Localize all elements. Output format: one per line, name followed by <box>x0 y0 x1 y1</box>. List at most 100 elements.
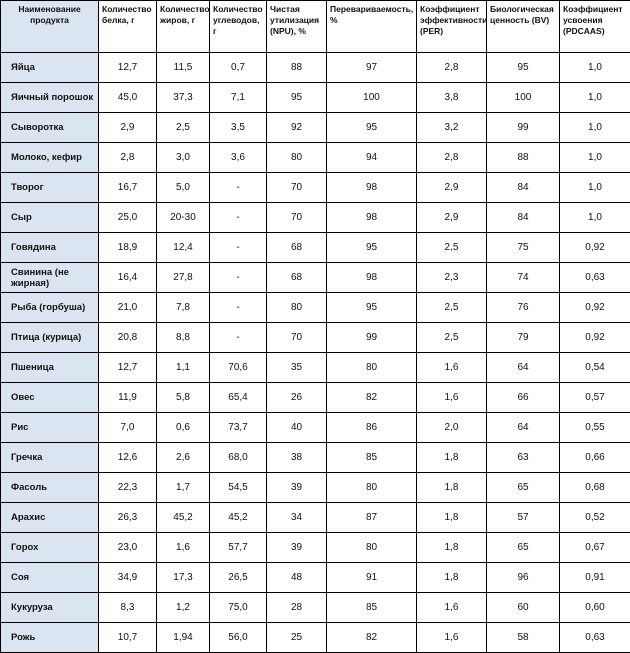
cell-per: 2,5 <box>416 322 487 353</box>
cell-digestibility: 91 <box>326 562 417 593</box>
table-row: Свинина (не жирная) 16,4 27,8-68 98 2,3 74 0,6… <box>0 262 630 293</box>
table-row: Молоко, кефир 2,8 3,0 3,6 80 94 2,8 88 1,0 <box>0 142 630 173</box>
cell-pdcaas: 1,0 <box>559 172 630 203</box>
cell-pdcaas: 0,60 <box>559 592 630 623</box>
cell-npu: 68 <box>266 262 327 293</box>
cell-fat: 12,4 <box>156 232 210 263</box>
cell-npu: 39 <box>266 472 327 503</box>
cell-protein: 20,8 <box>98 322 157 353</box>
cell-protein: 16,4 <box>98 262 157 293</box>
cell-product-name: Фасоль <box>0 472 99 503</box>
cell-npu: 48 <box>266 562 327 593</box>
cell-pdcaas: 0,54 <box>559 352 630 383</box>
cell-per: 1,6 <box>416 382 487 413</box>
cell-product-name: Яичный порошок <box>0 82 99 113</box>
cell-per: 1,6 <box>416 592 487 623</box>
cell-bv: 65 <box>486 532 560 563</box>
cell-digestibility: 95 <box>326 232 417 263</box>
cell-digestibility: 95 <box>326 112 417 143</box>
table-row: Соя 34,9 17,3 26,5 48 91 1,8 96 0,91 <box>0 562 630 593</box>
cell-protein: 2,8 <box>98 142 157 173</box>
cell-carbs: 0,7 <box>209 52 267 83</box>
cell-per: 1,6 <box>416 622 487 653</box>
cell-protein: 2,9 <box>98 112 157 143</box>
cell-bv: 64 <box>486 352 560 383</box>
cell-npu: 70 <box>266 202 327 233</box>
cell-bv: 99 <box>486 112 560 143</box>
cell-protein: 8,3 <box>98 592 157 623</box>
cell-protein: 25,0 <box>98 202 157 233</box>
header-protein: Количество белка, г <box>98 0 157 53</box>
cell-fat: 7,8 <box>156 292 210 323</box>
cell-digestibility: 97 <box>326 52 417 83</box>
cell-protein: 7,0 <box>98 412 157 443</box>
cell-product-name: Соя <box>0 562 99 593</box>
cell-pdcaas: 0,92 <box>559 322 630 353</box>
cell-npu: 68 <box>266 232 327 263</box>
cell-per: 2,8 <box>416 142 487 173</box>
cell-protein: 21,0 <box>98 292 157 323</box>
cell-fat: 37,3 <box>156 82 210 113</box>
cell-product-name: Творог <box>0 172 99 203</box>
cell-product-name: Сыворотка <box>0 112 99 143</box>
cell-product-name: Арахис <box>0 502 99 533</box>
cell-per: 2,3 <box>416 262 487 293</box>
cell-carbs: 68,0 <box>209 442 267 473</box>
cell-carbs: 54,5 <box>209 472 267 503</box>
cell-npu: 28 <box>266 592 327 623</box>
header-fat: Количество жиров, г <box>156 0 210 53</box>
cell-fat: 11,5 <box>156 52 210 83</box>
cell-protein: 45,0 <box>98 82 157 113</box>
cell-bv: 74 <box>486 262 560 293</box>
cell-digestibility: 86 <box>326 412 417 443</box>
cell-per: 1,8 <box>416 502 487 533</box>
cell-bv: 58 <box>486 622 560 653</box>
cell-npu: 40 <box>266 412 327 443</box>
cell-carbs: - <box>209 262 267 293</box>
cell-product-name: Молоко, кефир <box>0 142 99 173</box>
cell-bv: 66 <box>486 382 560 413</box>
cell-carbs: 73,7 <box>209 412 267 443</box>
cell-carbs: 75,0 <box>209 592 267 623</box>
cell-fat: 1,6 <box>156 532 210 563</box>
cell-carbs: 57,7 <box>209 532 267 563</box>
table-row: Творог 16,7 5,0-70 98 2,9 84 1,0 <box>0 172 630 203</box>
cell-protein: 23,0 <box>98 532 157 563</box>
cell-product-name: Пшеница <box>0 352 99 383</box>
cell-bv: 84 <box>486 172 560 203</box>
cell-npu: 70 <box>266 172 327 203</box>
cell-fat: 2,5 <box>156 112 210 143</box>
cell-bv: 96 <box>486 562 560 593</box>
cell-digestibility: 80 <box>326 532 417 563</box>
cell-bv: 79 <box>486 322 560 353</box>
cell-per: 1,8 <box>416 472 487 503</box>
cell-protein: 26,3 <box>98 502 157 533</box>
cell-fat: 0,6 <box>156 412 210 443</box>
cell-carbs: 3,6 <box>209 142 267 173</box>
cell-digestibility: 100 <box>326 82 417 113</box>
cell-pdcaas: 0,57 <box>559 382 630 413</box>
cell-fat: 17,3 <box>156 562 210 593</box>
cell-pdcaas: 0,92 <box>559 232 630 263</box>
cell-digestibility: 95 <box>326 292 417 323</box>
cell-npu: 25 <box>266 622 327 653</box>
cell-pdcaas: 0,55 <box>559 412 630 443</box>
header-carbs: Количество углеводов, г <box>209 0 267 53</box>
cell-npu: 70 <box>266 322 327 353</box>
cell-fat: 20-30 <box>156 202 210 233</box>
table-row: Арахис 26,3 45,2 45,2 34 87 1,8 57 0,52 <box>0 502 630 533</box>
cell-pdcaas: 0,91 <box>559 562 630 593</box>
cell-bv: 63 <box>486 442 560 473</box>
cell-product-name: Овес <box>0 382 99 413</box>
cell-protein: 12,6 <box>98 442 157 473</box>
cell-carbs: 65,4 <box>209 382 267 413</box>
table-row: Яичный порошок 45,0 37,3 7,1 95 100 3,8 100 1,0 <box>0 82 630 113</box>
cell-npu: 26 <box>266 382 327 413</box>
cell-fat: 3,0 <box>156 142 210 173</box>
cell-protein: 12,7 <box>98 52 157 83</box>
cell-per: 2,9 <box>416 202 487 233</box>
cell-bv: 64 <box>486 412 560 443</box>
table-row: Кукуруза 8,3 1,2 75,0 28 85 1,6 60 0,60 <box>0 592 630 623</box>
cell-digestibility: 98 <box>326 262 417 293</box>
cell-carbs: 26,5 <box>209 562 267 593</box>
